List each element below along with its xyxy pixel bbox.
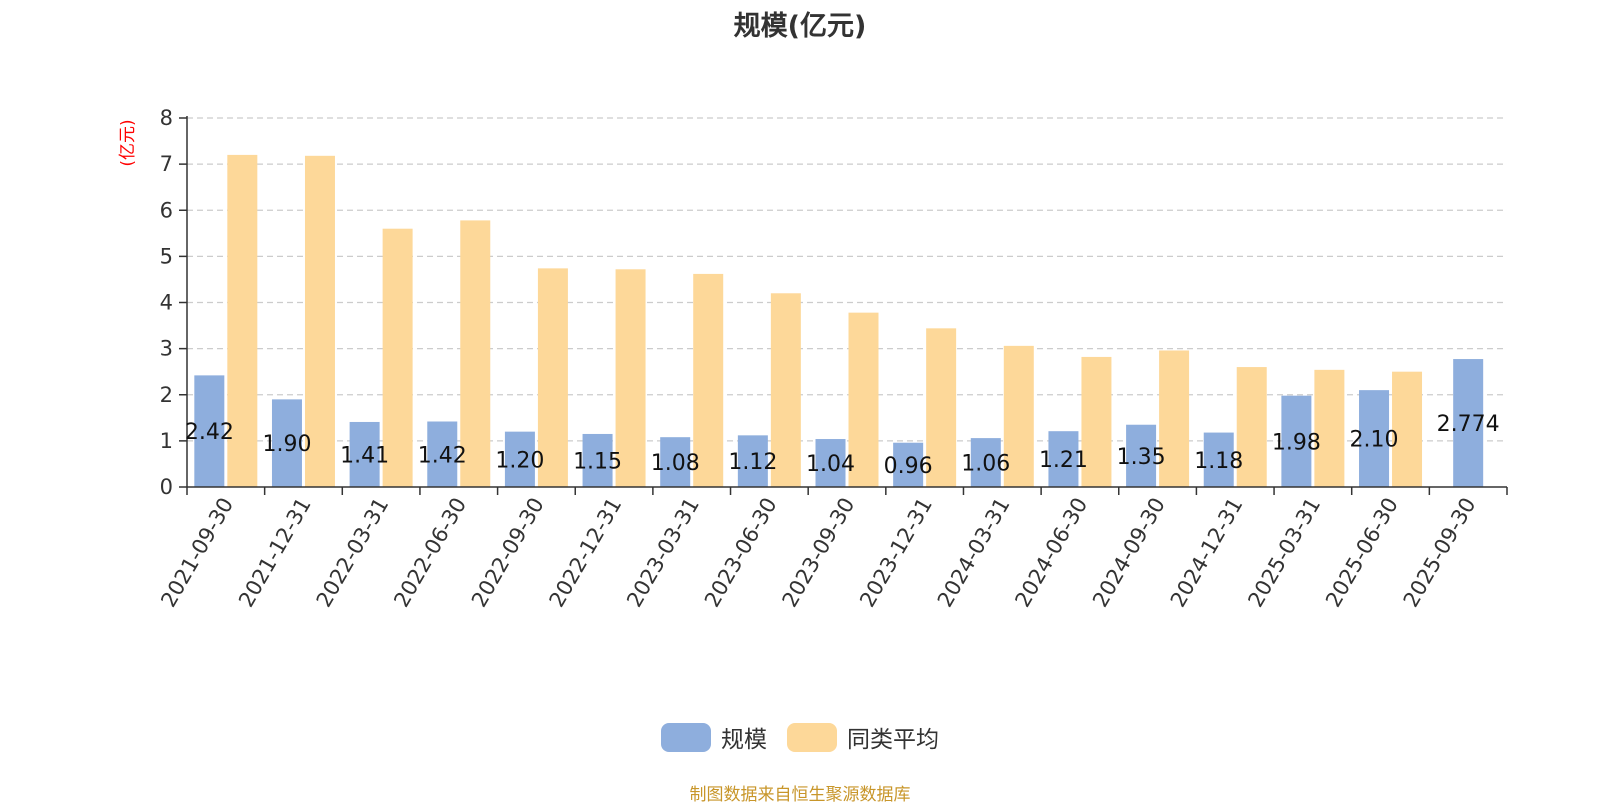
chart-title: 规模(亿元) — [733, 11, 867, 42]
bar-peer-average[interactable] — [227, 154, 258, 487]
y-tick-label: 7 — [160, 152, 173, 176]
data-label: 1.06 — [961, 452, 1010, 477]
x-tick-label: 2024-06-30 — [1010, 494, 1092, 612]
x-tick-label: 2023-09-30 — [778, 494, 860, 612]
data-label: 1.04 — [806, 452, 855, 477]
source-note: 制图数据来自恒生聚源数据库 — [689, 785, 911, 805]
x-tick-label: 2021-09-30 — [156, 494, 238, 612]
bar-scale[interactable] — [737, 435, 768, 487]
bar-peer-average[interactable] — [1236, 367, 1267, 487]
bar-peer-average[interactable] — [1081, 356, 1112, 487]
x-tick-label: 2022-03-31 — [312, 494, 394, 612]
x-tick-label: 2022-06-30 — [389, 494, 471, 612]
bar-peer-average[interactable] — [304, 155, 335, 487]
legend-item-peer-average[interactable]: 同类平均 — [787, 720, 939, 754]
bar-scale[interactable] — [1048, 431, 1079, 487]
y-tick-label: 3 — [160, 337, 173, 361]
y-tick-label: 0 — [160, 475, 173, 499]
data-label: 1.21 — [1039, 448, 1088, 473]
bar-scale[interactable] — [1203, 432, 1234, 487]
x-tick-label: 2023-03-31 — [622, 494, 704, 612]
bar-scale[interactable] — [194, 375, 225, 487]
x-tick-label: 2025-06-30 — [1321, 494, 1403, 612]
bar-scale[interactable] — [271, 399, 302, 487]
bar-peer-average[interactable] — [848, 312, 879, 487]
bar-scale[interactable] — [1126, 424, 1157, 487]
data-label: 1.15 — [573, 449, 622, 474]
legend-label-scale: 规模 — [721, 727, 767, 753]
axes: 0123456782021-09-302021-12-312022-03-312… — [156, 106, 1508, 612]
data-labels: 2.42 1.90 1.41 1.42 1.20 1.15 1.08 1.12 1.04 0.96… — [185, 412, 1500, 479]
x-tick-label: 2024-03-31 — [933, 494, 1015, 612]
data-label: 1.42 — [418, 443, 467, 468]
bar-peer-average[interactable] — [1314, 369, 1345, 487]
x-tick-label: 2024-09-30 — [1088, 494, 1170, 612]
bar-peer-average[interactable] — [1392, 371, 1423, 487]
legend-item-scale[interactable]: 规模 — [661, 720, 767, 754]
y-tick-label: 4 — [160, 291, 173, 315]
data-label: 2.10 — [1350, 428, 1399, 453]
bar-peer-average[interactable] — [770, 293, 801, 487]
bar-peer-average[interactable] — [693, 273, 724, 487]
bar-scale[interactable] — [660, 437, 691, 487]
data-label: 1.18 — [1194, 449, 1243, 474]
bar-peer-average[interactable] — [382, 228, 413, 487]
data-label: 1.08 — [651, 451, 700, 476]
bar-scale[interactable] — [1359, 390, 1390, 487]
data-label: 2.774 — [1437, 412, 1500, 437]
bar-scale[interactable] — [504, 431, 535, 487]
x-tick-label: 2025-03-31 — [1243, 494, 1325, 612]
bar-peer-average[interactable] — [615, 269, 646, 487]
bar-scale[interactable] — [349, 421, 380, 487]
x-tick-label: 2023-06-30 — [700, 494, 782, 612]
y-tick-label: 1 — [160, 429, 173, 453]
data-label: 1.90 — [262, 432, 311, 457]
y-tick-label: 2 — [160, 383, 173, 407]
x-tick-label: 2021-12-31 — [234, 494, 316, 612]
y-tick-label: 5 — [160, 244, 173, 268]
data-label: 1.35 — [1117, 445, 1166, 470]
legend: 规模 同类平均 — [0, 720, 1600, 754]
y-tick-label: 8 — [160, 106, 173, 130]
data-label: 1.12 — [728, 450, 777, 475]
bar-peer-average[interactable] — [1003, 345, 1034, 487]
bar-scale[interactable] — [893, 442, 924, 487]
data-label: 2.42 — [185, 420, 234, 445]
x-tick-label: 2024-12-31 — [1166, 494, 1248, 612]
bar-scale[interactable] — [427, 421, 458, 487]
bar-peer-average[interactable] — [1159, 350, 1190, 487]
bar-peer-average[interactable] — [926, 328, 957, 487]
legend-swatch-peer-average — [787, 722, 837, 752]
data-label: 0.96 — [884, 454, 933, 479]
legend-label-peer-average: 同类平均 — [847, 727, 939, 753]
x-tick-label: 2022-09-30 — [467, 494, 549, 612]
y-axis-label: (亿元) — [118, 119, 138, 166]
bar-scale[interactable] — [970, 438, 1001, 487]
data-label: 1.98 — [1272, 430, 1321, 455]
bar-scale[interactable] — [1453, 359, 1484, 487]
bar-scale[interactable] — [582, 433, 613, 487]
x-tick-label: 2025-09-30 — [1399, 494, 1481, 612]
data-label: 1.41 — [340, 443, 389, 468]
y-tick-label: 6 — [160, 198, 173, 222]
data-label: 1.20 — [495, 448, 544, 473]
x-tick-label: 2022-12-31 — [545, 494, 627, 612]
x-tick-label: 2023-12-31 — [855, 493, 937, 611]
bars — [194, 154, 1484, 487]
bar-peer-average[interactable] — [537, 268, 568, 487]
legend-swatch-scale — [661, 722, 711, 752]
bar-peer-average[interactable] — [460, 220, 491, 487]
bar-scale[interactable] — [815, 439, 846, 487]
bar-scale[interactable] — [1281, 395, 1312, 487]
